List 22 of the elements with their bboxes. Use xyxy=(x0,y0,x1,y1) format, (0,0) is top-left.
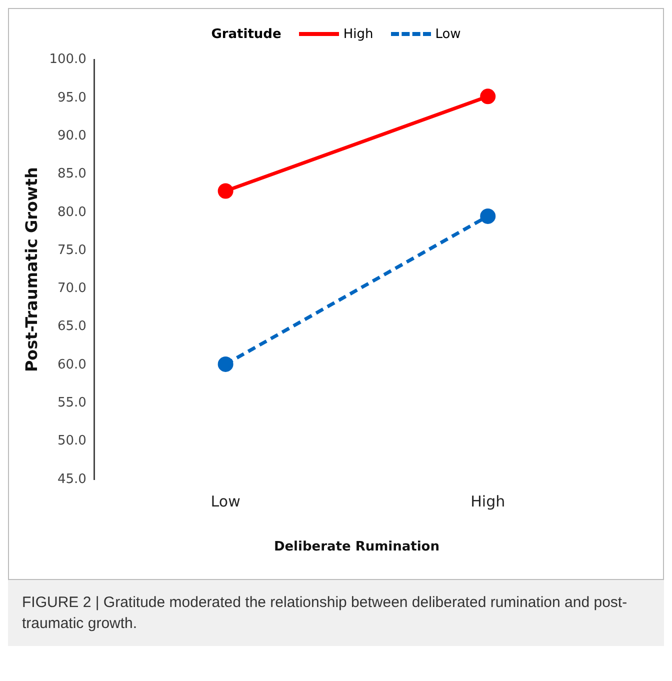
y-tick-label: 75.0 xyxy=(57,242,86,258)
y-tick-label: 45.0 xyxy=(57,472,86,487)
y-tick-label: 100.0 xyxy=(49,52,86,68)
y-tick-label: 85.0 xyxy=(57,166,86,182)
point xyxy=(218,356,234,372)
point xyxy=(218,183,234,199)
caption: FIGURE 2 | Gratitude moderated the relationship between deliberated rumination and post-traumatic growth. xyxy=(8,580,664,646)
y-tick-label: 50.0 xyxy=(57,434,86,449)
y-axis-title: Post-Traumatic Growth xyxy=(22,167,41,372)
x-axis-title: Deliberate Rumination xyxy=(274,540,440,555)
y-tick-label: 60.0 xyxy=(57,357,86,372)
point xyxy=(480,88,496,104)
y-tick-label: 95.0 xyxy=(57,90,86,106)
legend-label: Low xyxy=(435,26,461,42)
y-tick-label: 90.0 xyxy=(57,128,86,144)
point xyxy=(480,208,496,224)
y-tick-label: 70.0 xyxy=(57,281,86,296)
y-tick-label: 80.0 xyxy=(57,204,86,220)
y-tick-label: 55.0 xyxy=(57,395,86,410)
y-tick-label: 65.0 xyxy=(57,319,86,334)
legend-label: High xyxy=(343,26,374,42)
legend-title: Gratitude xyxy=(211,26,282,42)
